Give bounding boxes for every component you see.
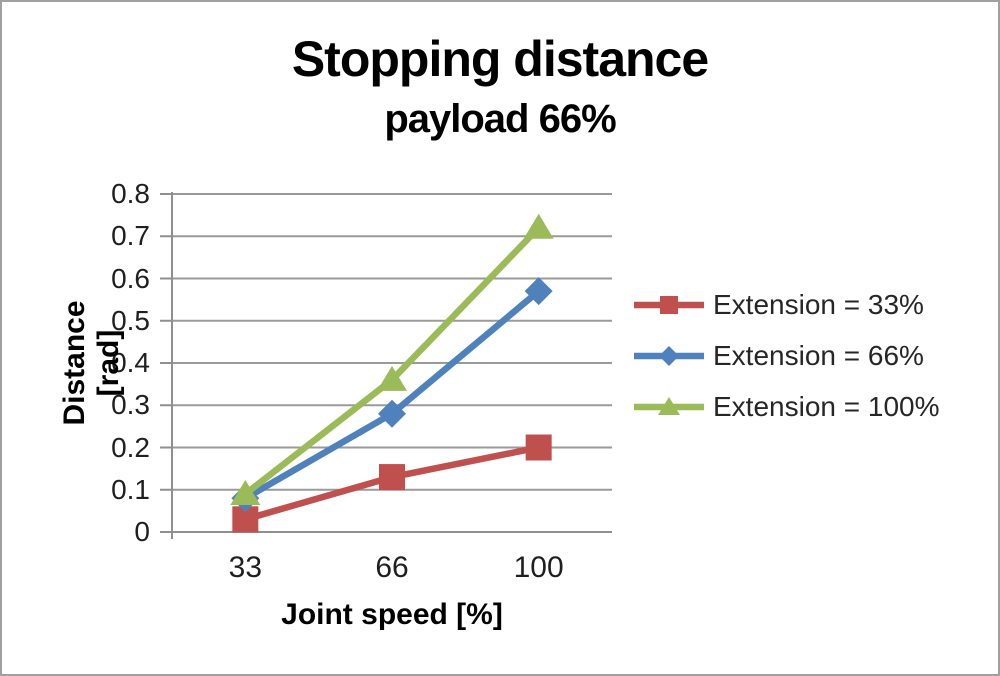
legend: Extension = 33% Extension = 66% Extension …	[634, 279, 940, 432]
series-marker-square	[525, 434, 552, 461]
series-marker-diamond	[378, 399, 406, 428]
y-axis-title: Distance [rad]	[58, 300, 125, 426]
legend-swatch-square-icon	[634, 295, 704, 314]
legend-item: Extension = 66%	[634, 330, 940, 381]
chart-title: Stopping distance	[291, 31, 709, 87]
x-tick-label: 100	[513, 551, 564, 584]
series-marker-triangle	[523, 213, 554, 239]
chart-subtitle: payload 66%	[384, 97, 616, 141]
y-tick-label: 0.7	[111, 220, 150, 252]
y-tick-label: 0.6	[111, 262, 150, 294]
x-tick-label: 33	[228, 551, 263, 584]
y-tick-label: 0.1	[111, 473, 150, 505]
series-marker-triangle	[230, 479, 261, 505]
series-marker-diamond	[524, 277, 553, 306]
x-tick-label: 66	[375, 551, 409, 584]
y-tick-label: 0.2	[111, 431, 150, 463]
x-axis-title: Joint speed [%]	[281, 598, 503, 631]
legend-swatch-triangle-icon	[634, 396, 704, 415]
legend-label: Extension = 66%	[713, 339, 924, 371]
series-marker-square	[379, 464, 405, 491]
legend-swatch-diamond-icon	[634, 345, 704, 366]
series-marker-triangle	[377, 365, 407, 391]
legend-label: Extension = 33%	[713, 288, 924, 320]
legend-item: Extension = 100%	[634, 381, 940, 432]
y-tick-label: 0.4	[111, 347, 150, 378]
y-tick-label: 0.5	[111, 304, 150, 336]
y-tick-label: 0.3	[111, 389, 150, 421]
legend-label: Extension = 100%	[713, 390, 940, 422]
y-tick-label: 0.8	[111, 178, 150, 209]
legend-item: Extension = 33%	[634, 279, 940, 330]
y-tick-label: 0	[134, 516, 150, 547]
